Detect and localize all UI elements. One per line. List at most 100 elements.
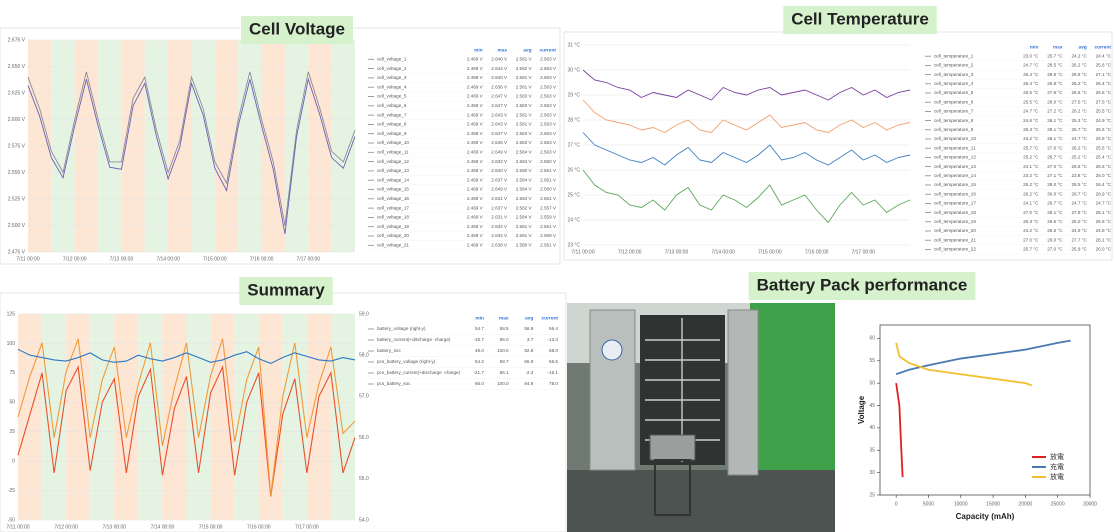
row-value: 2.634 V [491, 233, 508, 238]
photo [567, 303, 835, 532]
row-value: 2.631 V [491, 215, 508, 220]
row-value: 2.645 V [491, 140, 508, 145]
row-value: 2.636 V [491, 84, 508, 89]
row-value: 29.1 °C [1047, 210, 1063, 215]
row-name: cell_voltage_10 [377, 140, 409, 145]
series-line [17, 364, 356, 497]
row-value: 2.584 V [516, 215, 533, 220]
x-axis-label: Capacity (mAh) [956, 512, 1015, 521]
row-name: cell_voltage_20 [377, 233, 409, 238]
row-value: 25.0 °C [1096, 173, 1112, 178]
row-value: 29.0 °C [1047, 99, 1063, 104]
row-value: 23.8 °C [1071, 173, 1087, 178]
y2-tick-label: 56.0 [359, 435, 369, 441]
series-line [895, 339, 1071, 376]
row-value: 28.1 °C [1096, 237, 1112, 242]
time-band [162, 314, 187, 520]
row-value: 26.4 °C [1096, 182, 1112, 187]
y-tick-label: 2.675 V [8, 37, 26, 43]
x-tick-label: 5000 [923, 501, 934, 507]
row-value: 2.563 V [540, 150, 557, 155]
row-name: cell_temperature_17 [934, 201, 976, 206]
row-value: 2.584 V [516, 187, 533, 192]
row-value: 2.469 V [467, 150, 484, 155]
y-tick-label: 2.650 V [8, 64, 26, 70]
row-name: battery_soc [377, 348, 401, 353]
row-value: 2.469 V [467, 94, 484, 99]
row-value: 2.469 V [467, 233, 484, 238]
row-value: 2.469 V [467, 224, 484, 229]
y2-tick-label: 55.0 [359, 476, 369, 482]
row-value: 26.2 °C [1071, 145, 1087, 150]
row-value: 68.0 [549, 348, 558, 353]
battery-panel [838, 303, 1112, 532]
row-value: 2.469 V [467, 196, 484, 201]
row-value: 25.3 °C [1071, 118, 1087, 123]
row-value: 25.5 °C [1096, 145, 1112, 150]
x-tick-label: 7/15 00:00 [199, 524, 223, 530]
row-value: 27.9 °C [1071, 210, 1087, 215]
row-name: cell_temperature_4 [934, 81, 974, 86]
row-value: 25.5 °C [1096, 109, 1112, 114]
row-value: 2.469 V [467, 177, 484, 182]
row-value: 2.563 V [540, 57, 557, 62]
table-header: min [474, 47, 483, 53]
table-header: max [1053, 45, 1063, 50]
y-tick-label: 24 °C [567, 217, 580, 223]
x-tick-label: 7/11 00:00 [6, 524, 29, 530]
y-tick-label: 2.625 V [8, 90, 26, 96]
row-value: 2.469 V [467, 103, 484, 108]
row-name: cell_temperature_14 [934, 173, 976, 178]
y-tick-label: 2.575 V [8, 143, 26, 149]
row-name: cell_temperature_20 [934, 228, 976, 233]
row-value: 27.0 °C [1023, 210, 1039, 215]
row-value: 2.559 V [540, 233, 557, 238]
time-band [306, 314, 331, 520]
row-value: 54.7 [475, 326, 484, 331]
row-name: cell_voltage_5 [377, 94, 407, 99]
row-value: 2.640 V [491, 57, 508, 62]
y-tick-label: 29 °C [567, 92, 580, 98]
x-tick-label: 0 [895, 501, 898, 507]
row-value: 3.7 [527, 337, 534, 342]
panel-title-box [240, 16, 354, 44]
row-value: -21.7 [473, 370, 484, 375]
row-value: 2.563 V [540, 75, 557, 80]
row-value: 25.3 °C [1023, 219, 1039, 224]
row-name: cell_temperature_11 [934, 145, 976, 150]
row-value: 24.9 °C [1096, 118, 1112, 123]
series-line [582, 132, 911, 166]
table-header: min [1030, 44, 1039, 50]
row-name: cell_temperature_9 [934, 127, 974, 132]
row-value: 26.8 °C [1071, 72, 1087, 77]
row-value: 2.560 V [540, 159, 557, 164]
legend-label: 放電 [1050, 452, 1064, 461]
table-header: current [541, 315, 558, 321]
row-value: 28.1 °C [1047, 127, 1063, 132]
x-tick-label: 7/13 00:00 [110, 256, 134, 262]
row-value: 25.4 °C [1023, 81, 1039, 86]
row-name: cell_voltage_21 [377, 243, 409, 248]
row-name: cell_voltage_15 [377, 187, 409, 192]
row-name: pcs_battery_current(+discharge -charge) [377, 370, 461, 375]
row-value: 54.2 [475, 359, 484, 364]
row-value: 2.584 V [516, 150, 533, 155]
time-band [330, 314, 355, 520]
y-tick-label: 75 [9, 370, 15, 376]
row-value: 2.563 V [540, 84, 557, 89]
row-name: cell_temperature_21 [934, 237, 976, 242]
row-value: 25.4 °C [1096, 155, 1112, 160]
time-band [114, 314, 139, 520]
y-tick-label: 40 [869, 425, 875, 431]
row-value: 2.469 V [467, 140, 484, 145]
time-band [66, 314, 91, 520]
row-value: 2.563 V [540, 131, 557, 136]
row-value: 2.582 V [516, 66, 533, 71]
row-value: 2.469 V [467, 215, 484, 220]
row-value: 27.5 °C [1096, 99, 1112, 104]
row-name: cell_voltage_12 [377, 159, 409, 164]
row-value: 2.557 V [540, 205, 557, 210]
y-tick-label: 50 [869, 380, 875, 386]
row-value: 25.8 °C [1096, 219, 1112, 224]
plot-frame [879, 324, 1091, 496]
